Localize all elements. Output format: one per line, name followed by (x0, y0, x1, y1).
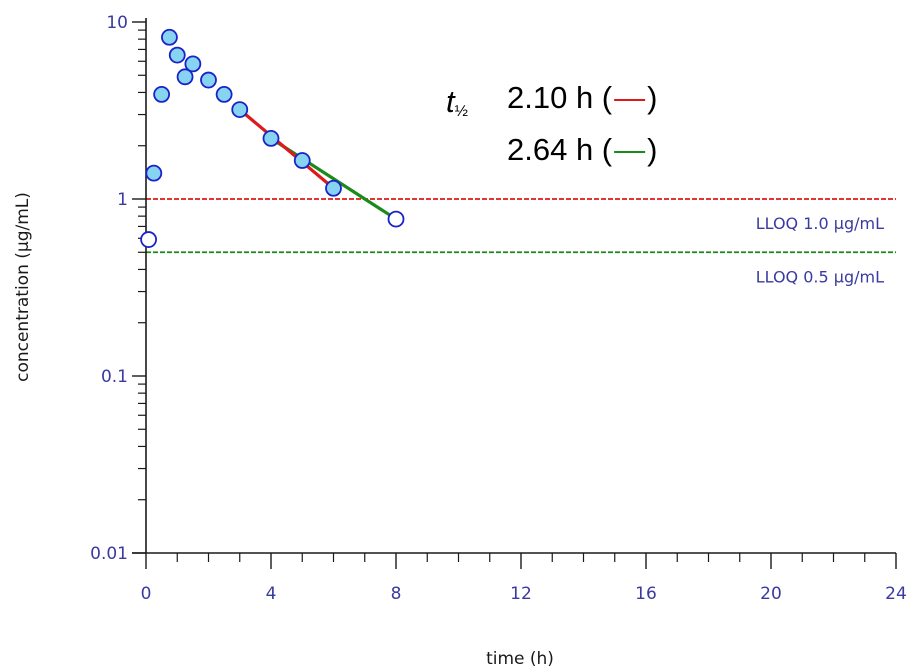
data-point-filled (262, 129, 280, 147)
axes: 10 1 0.1 0.01 0 4 8 12 16 20 24 (90, 13, 907, 604)
half-life-annotation: t½ 2.10 h (—) 2.64 h (—) (446, 80, 657, 167)
data-point-filled (161, 28, 178, 46)
green-swatch: — (614, 132, 645, 167)
data-point-filled (293, 152, 311, 169)
lloq-label: LLOQ 1.0 µg/mL (756, 214, 884, 233)
data-point-filled (153, 85, 171, 103)
data-point-filled (325, 179, 342, 197)
x-tick-label: 4 (266, 584, 277, 604)
data-point-filled (184, 55, 202, 73)
half-life-green-value: 2.64 h (—) (507, 132, 657, 167)
y-tick-label: 10 (106, 13, 128, 33)
y-tick-label: 0.01 (90, 544, 128, 564)
data-point-filled (168, 46, 186, 64)
half-life-symbol: t½ (446, 84, 468, 120)
fit-line (238, 108, 335, 190)
data-point-filled (231, 101, 249, 118)
y-tick-label: 1 (117, 190, 128, 210)
x-tick-label: 20 (760, 584, 782, 604)
x-tick-label: 24 (885, 584, 907, 604)
lloq-label: LLOQ 0.5 µg/mL (756, 267, 884, 286)
data-point-filled (145, 164, 163, 182)
reference-lines: LLOQ 1.0 µg/mL LLOQ 0.5 µg/mL (146, 198, 896, 286)
data-point-filled (215, 85, 233, 103)
data-point-filled (176, 68, 194, 86)
x-tick-label: 8 (391, 584, 402, 604)
half-life-red-value: 2.10 h (—) (507, 80, 657, 115)
x-tick-label: 16 (635, 584, 657, 604)
data-point-open (387, 210, 405, 228)
fit-lines (238, 108, 397, 221)
y-tick-label: 0.1 (101, 367, 128, 387)
data-point-filled (200, 71, 217, 89)
red-swatch: — (614, 80, 645, 115)
x-tick-label: 12 (510, 584, 532, 604)
data-points (140, 28, 405, 248)
y-axis-title: concentration (µg/mL) (13, 192, 33, 382)
x-tick-label: 0 (141, 584, 152, 604)
x-axis-title: time (h) (486, 649, 554, 669)
data-point-open (140, 231, 157, 248)
